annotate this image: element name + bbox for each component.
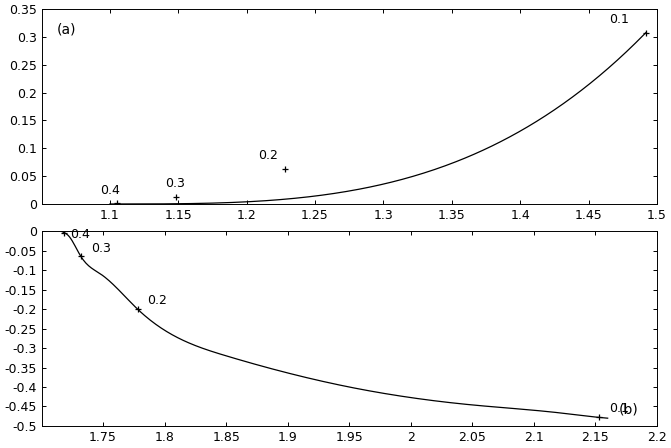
Text: (a): (a) [57, 23, 76, 37]
Text: 0.1: 0.1 [609, 13, 629, 26]
Text: 0.3: 0.3 [91, 241, 111, 254]
Text: 0.3: 0.3 [166, 177, 185, 190]
Text: 0.4: 0.4 [100, 184, 120, 197]
Text: 0.2: 0.2 [258, 149, 278, 162]
Text: 0.1: 0.1 [609, 402, 629, 415]
Text: (b): (b) [619, 402, 638, 416]
Text: 0.4: 0.4 [70, 228, 90, 241]
Text: 0.2: 0.2 [148, 294, 167, 307]
